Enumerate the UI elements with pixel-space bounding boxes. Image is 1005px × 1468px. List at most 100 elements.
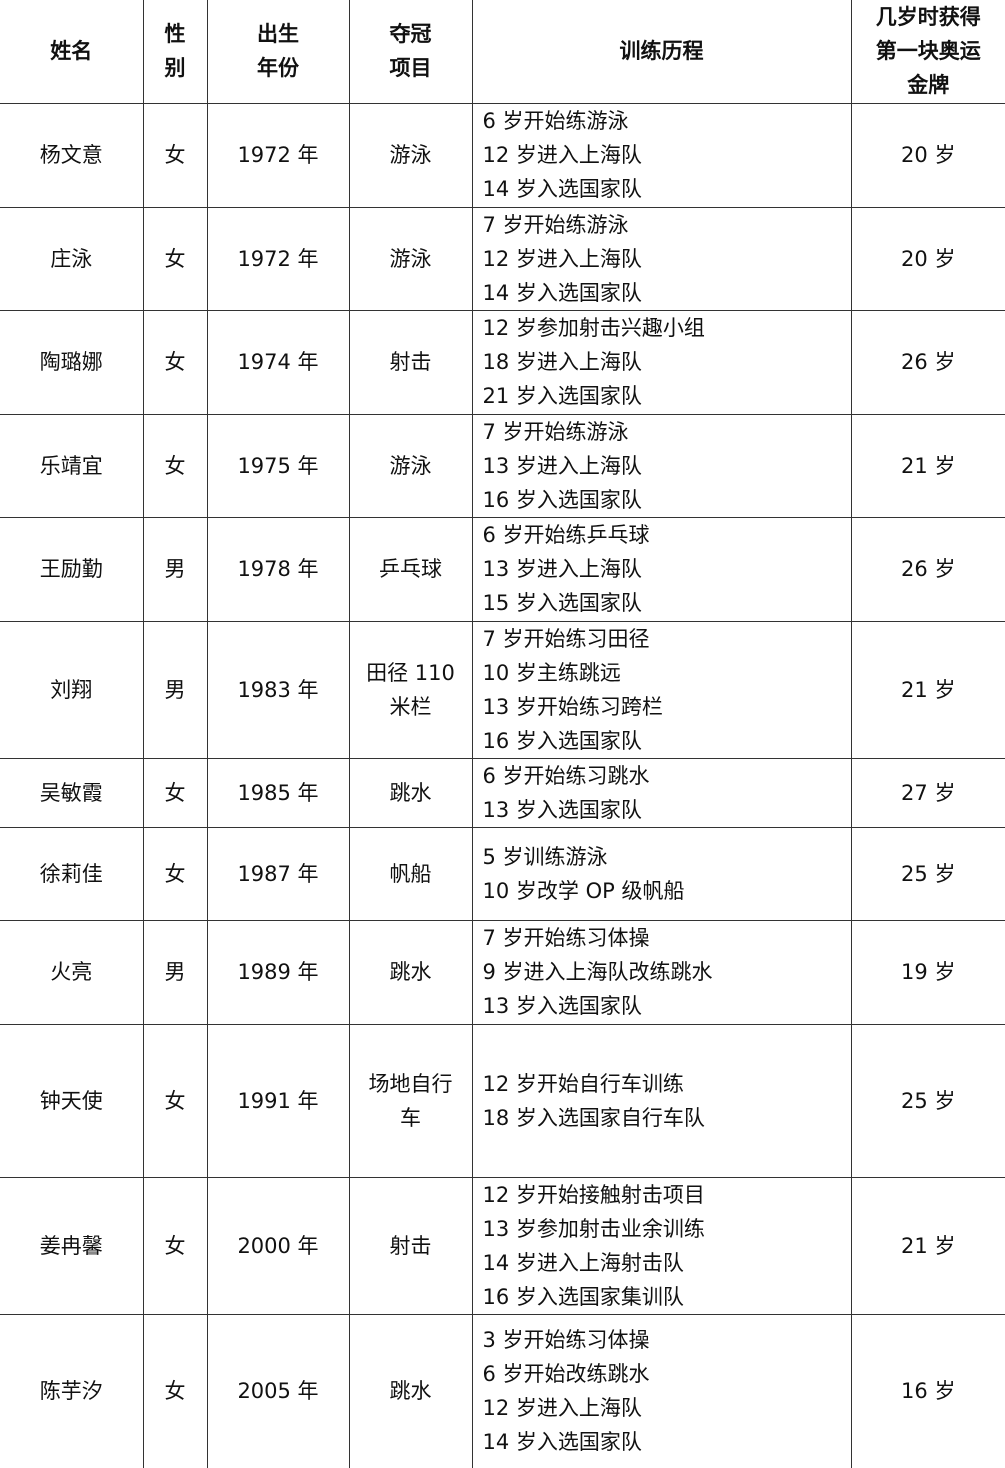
event-cell-line: 射击 — [389, 1233, 432, 1258]
training-cell-line: 15 岁入选国家队 — [482, 591, 642, 615]
training-cell-line: 6 岁开始练游泳 — [482, 109, 629, 133]
birth-year-cell: 1975 年 — [206, 413, 350, 518]
event-cell-line: 田径 110 — [366, 660, 455, 685]
first-gold-age-cell: 27 岁 — [850, 757, 1005, 828]
training-cell: 7 岁开始练游泳 13 岁进入上海队 16 岁入选国家队 — [471, 413, 852, 518]
event-cell: 游泳 — [348, 102, 473, 208]
name-cell: 火亮 — [0, 919, 144, 1025]
event-cell-line: 米栏 — [389, 694, 432, 719]
training-cell-line: 6 岁开始练乒乓球 — [482, 523, 650, 547]
training-cell-line: 10 岁主练跳远 — [482, 660, 621, 685]
table-row: 刘翔男 1983 年田径 110 米栏 7 岁开始练习田径 10 岁主练跳远 13 岁开始… — [0, 620, 1005, 759]
header-text: 夺冠项目 — [389, 22, 432, 81]
table-row: 王励勤男 1978 年 乒乓球 6 岁开始练乒乓球 13 岁进入上海队 15 岁入选国家队… — [0, 516, 1005, 622]
header-event: 夺冠项目 — [348, 0, 473, 104]
birth-year-cell: 1987 年 — [206, 826, 350, 921]
header-text: 第一块奥运 — [875, 39, 981, 64]
name-cell: 陶璐娜 — [0, 309, 144, 415]
header-row: 姓名 性别 出生年份 夺冠项目 训练历程 几岁时获得 第一块奥运 金牌 — [0, 0, 1005, 104]
event-cell-line: 游泳 — [389, 143, 432, 167]
gender-cell: 女 — [142, 826, 208, 921]
birth-year-cell: 1972 年 — [206, 102, 350, 208]
name-cell: 杨文意 — [0, 102, 144, 208]
name-cell: 刘翔 — [0, 620, 144, 759]
event-cell: 跳水 — [348, 919, 473, 1025]
training-cell-line: 9 岁进入上海队改练跳水 — [482, 960, 713, 984]
birth-year-cell: 1985 年 — [206, 757, 350, 828]
training-cell: 7 岁开始练习田径 10 岁主练跳远 13 岁开始练习跨栏 16 岁入选国家队 — [471, 620, 852, 759]
training-cell: 12 岁开始自行车训练 18 岁入选国家自行车队 — [471, 1023, 852, 1178]
training-cell-line: 13 岁参加射击业余训练 — [482, 1216, 705, 1241]
header-training: 训练历程 — [471, 0, 852, 104]
event-cell: 游泳 — [348, 413, 473, 518]
event-cell-line: 跳水 — [389, 1379, 432, 1404]
training-cell-line: 7 岁开始练习田径 — [482, 626, 650, 651]
header-first-gold-age: 几岁时获得 第一块奥运 金牌 — [850, 0, 1005, 104]
birth-year-cell: 1974 年 — [206, 309, 350, 415]
training-cell-line: 14 岁入选国家队 — [482, 1430, 642, 1455]
training-cell-line: 21 岁入选国家队 — [482, 384, 642, 408]
name-cell: 乐靖宜 — [0, 413, 144, 518]
training-cell-line: 14 岁入选国家队 — [482, 280, 642, 305]
event-cell-line: 跳水 — [389, 780, 432, 805]
first-gold-age-cell: 25 岁 — [850, 1023, 1005, 1178]
training-cell-line: 18 岁进入上海队 — [482, 350, 642, 374]
training-cell-line: 13 岁进入上海队 — [482, 557, 642, 581]
header-name: 姓名 — [0, 0, 144, 104]
training-cell: 6 岁开始练习跳水 13 岁入选国家队 — [471, 757, 852, 828]
table-row: 庄泳女 1972 年 游泳 7 岁开始练游泳 12 岁进入上海队 14 岁入选国家队 20 … — [0, 206, 1005, 311]
event-cell: 乒乓球 — [348, 516, 473, 622]
table-row: 吴敏霞女 1985 年 跳水 6 岁开始练习跳水 13 岁入选国家队 27 岁 — [0, 757, 1005, 828]
table-row: 姜冉馨女 2000 年 射击 12 岁开始接触射击项目 13 岁参加射击业余训练 14 岁… — [0, 1176, 1005, 1315]
training-cell-line: 16 岁入选国家队 — [482, 728, 642, 753]
name-cell: 徐莉佳 — [0, 826, 144, 921]
name-cell: 姜冉馨 — [0, 1176, 144, 1315]
training-cell-line: 14 岁入选国家队 — [482, 177, 642, 201]
training-cell-line: 18 岁入选国家自行车队 — [482, 1105, 705, 1130]
name-cell: 吴敏霞 — [0, 757, 144, 828]
header-text: 别 — [164, 56, 186, 81]
training-cell: 6 岁开始练游泳 12 岁进入上海队 14 岁入选国家队 — [471, 102, 852, 208]
gender-cell: 女 — [142, 757, 208, 828]
name-cell: 王励勤 — [0, 516, 144, 622]
training-cell-line: 7 岁开始练习体操 — [482, 926, 650, 950]
gender-cell: 女 — [142, 1313, 208, 1468]
gender-cell: 男 — [142, 620, 208, 759]
gender-cell: 女 — [142, 206, 208, 311]
training-cell: 6 岁开始练乒乓球 13 岁进入上海队 15 岁入选国家队 — [471, 516, 852, 622]
table-row: 乐靖宜女 1975 年 游泳 7 岁开始练游泳 13 岁进入上海队 16 岁入选国家队 21… — [0, 413, 1005, 518]
event-cell: 游泳 — [348, 206, 473, 311]
training-cell-line: 6 岁开始练习跳水 — [482, 763, 650, 788]
training-cell-line: 6 岁开始改练跳水 — [482, 1362, 650, 1387]
name-cell: 庄泳 — [0, 206, 144, 311]
header-text: 姓名 — [50, 39, 93, 64]
training-cell: 12 岁开始接触射击项目 13 岁参加射击业余训练 14 岁进入上海射击队 16 岁入… — [471, 1176, 852, 1315]
gender-cell: 女 — [142, 1023, 208, 1178]
first-gold-age-cell: 25 岁 — [850, 826, 1005, 921]
header-text: 出生年份 — [257, 22, 299, 81]
birth-year-cell: 1983 年 — [206, 620, 350, 759]
first-gold-age-cell: 26 岁 — [850, 516, 1005, 622]
gender-cell: 女 — [142, 309, 208, 415]
event-cell-line: 射击 — [389, 350, 432, 374]
training-cell-line: 7 岁开始练游泳 — [482, 419, 629, 444]
birth-year-cell: 1991 年 — [206, 1023, 350, 1178]
gender-cell: 男 — [142, 919, 208, 1025]
training-cell-line: 13 岁进入上海队 — [482, 453, 642, 478]
event-cell-line: 乒乓球 — [379, 557, 442, 581]
event-cell: 场地自行车 — [348, 1023, 473, 1178]
training-cell-line: 13 岁入选国家队 — [482, 797, 642, 822]
first-gold-age-cell: 21 岁 — [850, 1176, 1005, 1315]
table-row: 陈芋汐女 2005 年 跳水 3 岁开始练习体操 6 岁开始改练跳水 12 岁进入上海队 1… — [0, 1313, 1005, 1468]
training-cell-line: 5 岁训练游泳 — [482, 844, 608, 869]
birth-year-cell: 2005 年 — [206, 1313, 350, 1468]
training-cell-line: 12 岁进入上海队 — [482, 1396, 642, 1421]
table-row: 徐莉佳女 1987 年 帆船 5 岁训练游泳 10 岁改学 OP 级帆船 25 岁 — [0, 826, 1005, 921]
first-gold-age-cell: 26 岁 — [850, 309, 1005, 415]
event-cell-line: 帆船 — [389, 861, 432, 886]
table-row: 钟天使女 1991 年场地自行车 12 岁开始自行车训练 18 岁入选国家自行车队 25… — [0, 1023, 1005, 1178]
birth-year-cell: 1978 年 — [206, 516, 350, 622]
event-cell: 田径 110 米栏 — [348, 620, 473, 759]
birth-year-cell: 1989 年 — [206, 919, 350, 1025]
